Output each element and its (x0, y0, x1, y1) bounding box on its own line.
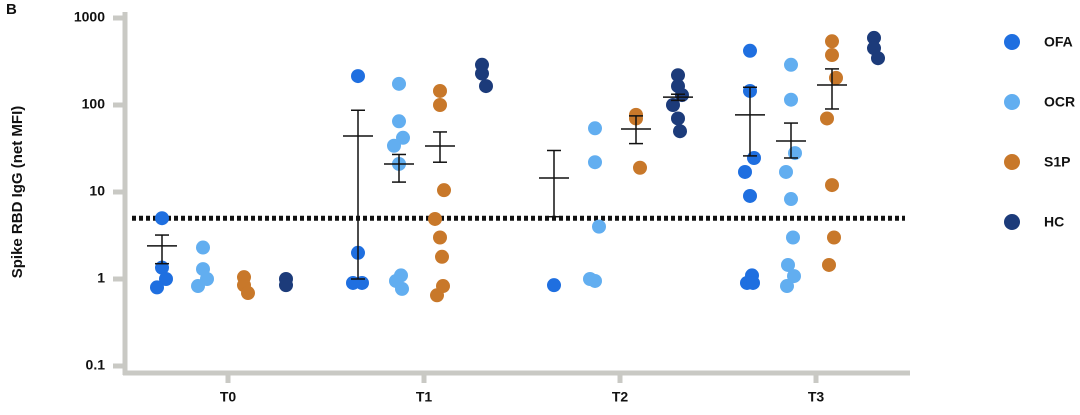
data-point (479, 79, 493, 94)
data-point (780, 279, 794, 294)
panel-label: B (6, 1, 17, 18)
data-point (155, 211, 169, 226)
data-point (433, 230, 447, 245)
y-tick-label: 1 (97, 270, 105, 286)
x-tick-label: T2 (612, 389, 629, 405)
legend-swatch (1004, 34, 1020, 50)
data-point (784, 57, 798, 72)
data-point (588, 273, 602, 288)
y-tick-label: 100 (82, 96, 106, 112)
y-tick-label: 10 (89, 183, 105, 199)
legend-label: OCR (1044, 94, 1075, 110)
x-tick-label: T1 (416, 389, 433, 405)
data-point (871, 51, 885, 66)
data-point (671, 111, 685, 126)
data-point (592, 219, 606, 234)
x-tick-label: T0 (220, 389, 237, 405)
legend-label: HC (1044, 214, 1064, 230)
data-point (428, 211, 442, 226)
data-point (279, 278, 293, 293)
data-point (825, 178, 839, 193)
data-point (743, 188, 757, 203)
data-point (241, 286, 255, 301)
legend-label: S1P (1044, 154, 1070, 170)
y-axis-label: Spike RBD IgG (net MFI) (9, 106, 26, 279)
data-point (387, 138, 401, 153)
data-point (436, 279, 450, 294)
data-point (825, 34, 839, 49)
legend-label: OFA (1044, 34, 1073, 50)
data-point (437, 183, 451, 198)
data-point (779, 164, 793, 179)
data-point (825, 48, 839, 63)
data-point (392, 114, 406, 129)
x-tick-label: T3 (808, 389, 825, 405)
legend-swatch (1004, 154, 1020, 170)
data-point (475, 66, 489, 81)
data-point (829, 70, 843, 85)
data-point (633, 160, 647, 175)
data-point (867, 30, 881, 45)
data-point (787, 269, 801, 284)
data-point (395, 281, 409, 296)
data-point (547, 278, 561, 293)
data-point (433, 98, 447, 112)
data-point (588, 155, 602, 170)
data-point (435, 249, 449, 264)
legend-swatch (1004, 94, 1020, 110)
data-point (743, 43, 757, 58)
data-point (827, 230, 841, 245)
data-point (671, 68, 685, 83)
data-point (820, 111, 834, 126)
data-point (747, 150, 761, 165)
data-point (673, 124, 687, 139)
legend-swatch (1004, 214, 1020, 230)
data-point (786, 230, 800, 245)
data-point (781, 257, 795, 272)
data-point (784, 192, 798, 207)
data-point (822, 257, 836, 272)
data-point (666, 98, 680, 112)
data-point (738, 164, 752, 179)
data-point (159, 272, 173, 286)
data-point (392, 76, 406, 91)
data-point (784, 92, 798, 107)
data-point (588, 121, 602, 136)
y-tick-label: 0.1 (86, 357, 106, 373)
data-point (191, 279, 205, 294)
data-point (351, 69, 365, 84)
data-point (196, 240, 210, 255)
data-point (746, 275, 760, 290)
y-tick-label: 1000 (74, 9, 105, 25)
data-point (396, 130, 410, 145)
data-point (433, 83, 447, 98)
data-point (150, 280, 164, 295)
